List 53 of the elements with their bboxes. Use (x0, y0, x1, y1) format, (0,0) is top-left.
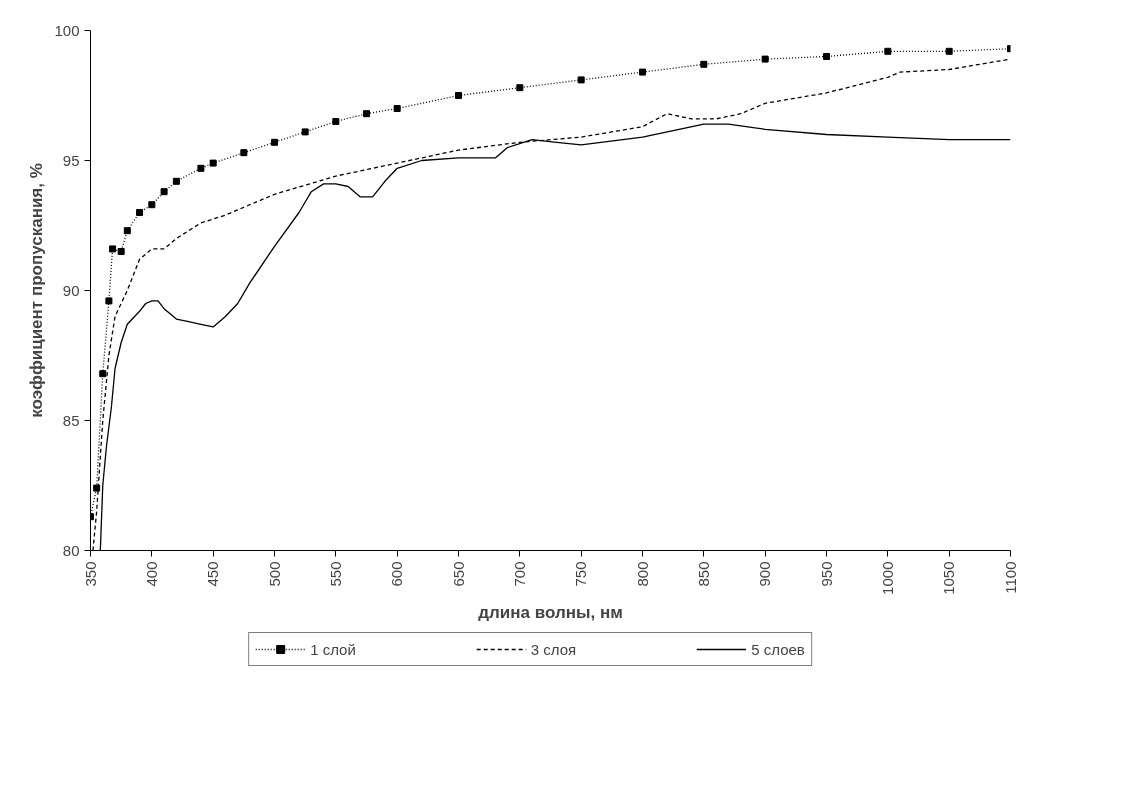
point (639, 68, 646, 76)
point (393, 105, 401, 112)
y-tick-label: 95 (62, 151, 80, 169)
point (99, 370, 107, 378)
x-tick-label: 850 (694, 561, 712, 587)
x-tick-label: 800 (633, 561, 651, 587)
x-tick-label: 1050 (940, 561, 958, 595)
x-tick-label: 900 (756, 561, 774, 587)
point (123, 227, 131, 235)
y-tick-label: 85 (62, 411, 80, 429)
x-tick-label: 350 (81, 561, 99, 587)
point (172, 177, 180, 185)
point (301, 128, 309, 136)
point (884, 47, 892, 55)
point (105, 297, 113, 305)
x-tick-label: 400 (142, 561, 160, 587)
y-tick-label: 100 (54, 21, 80, 39)
y-tick-label: 90 (62, 281, 80, 299)
x-tick-label: 700 (510, 561, 528, 587)
point (93, 484, 101, 492)
x-tick-label: 500 (265, 561, 283, 587)
y-tick-label: 80 (62, 541, 80, 559)
point (823, 53, 830, 60)
point (240, 149, 248, 157)
point (332, 118, 340, 125)
legend-label: 3 слоя (530, 640, 577, 658)
point (160, 188, 168, 196)
point (577, 76, 585, 84)
point (117, 248, 125, 255)
point (136, 209, 144, 216)
x-tick-label: 450 (204, 561, 222, 587)
point (148, 201, 156, 209)
x-tick-label: 600 (388, 561, 406, 587)
point (516, 84, 524, 92)
x-tick-label: 650 (449, 561, 467, 587)
point (363, 110, 370, 118)
x-tick-label: 750 (572, 561, 590, 587)
point (271, 138, 278, 146)
x-tick-label: 550 (326, 561, 344, 587)
x-axis-title: длина волны, нм (478, 602, 623, 622)
legend-label: 5 слоев (751, 640, 805, 658)
point (455, 92, 462, 99)
point (209, 159, 217, 167)
legend-label: 1 слой (310, 640, 356, 658)
x-tick-label: 950 (817, 561, 835, 587)
point (945, 47, 953, 55)
x-tick-label: 1100 (1001, 561, 1019, 594)
point (197, 164, 205, 172)
x-tick-label: 1000 (878, 561, 896, 595)
y-axis-title: коэффициент пропускания, % (27, 163, 47, 418)
point (109, 245, 117, 253)
point (761, 55, 769, 63)
point (700, 60, 708, 68)
